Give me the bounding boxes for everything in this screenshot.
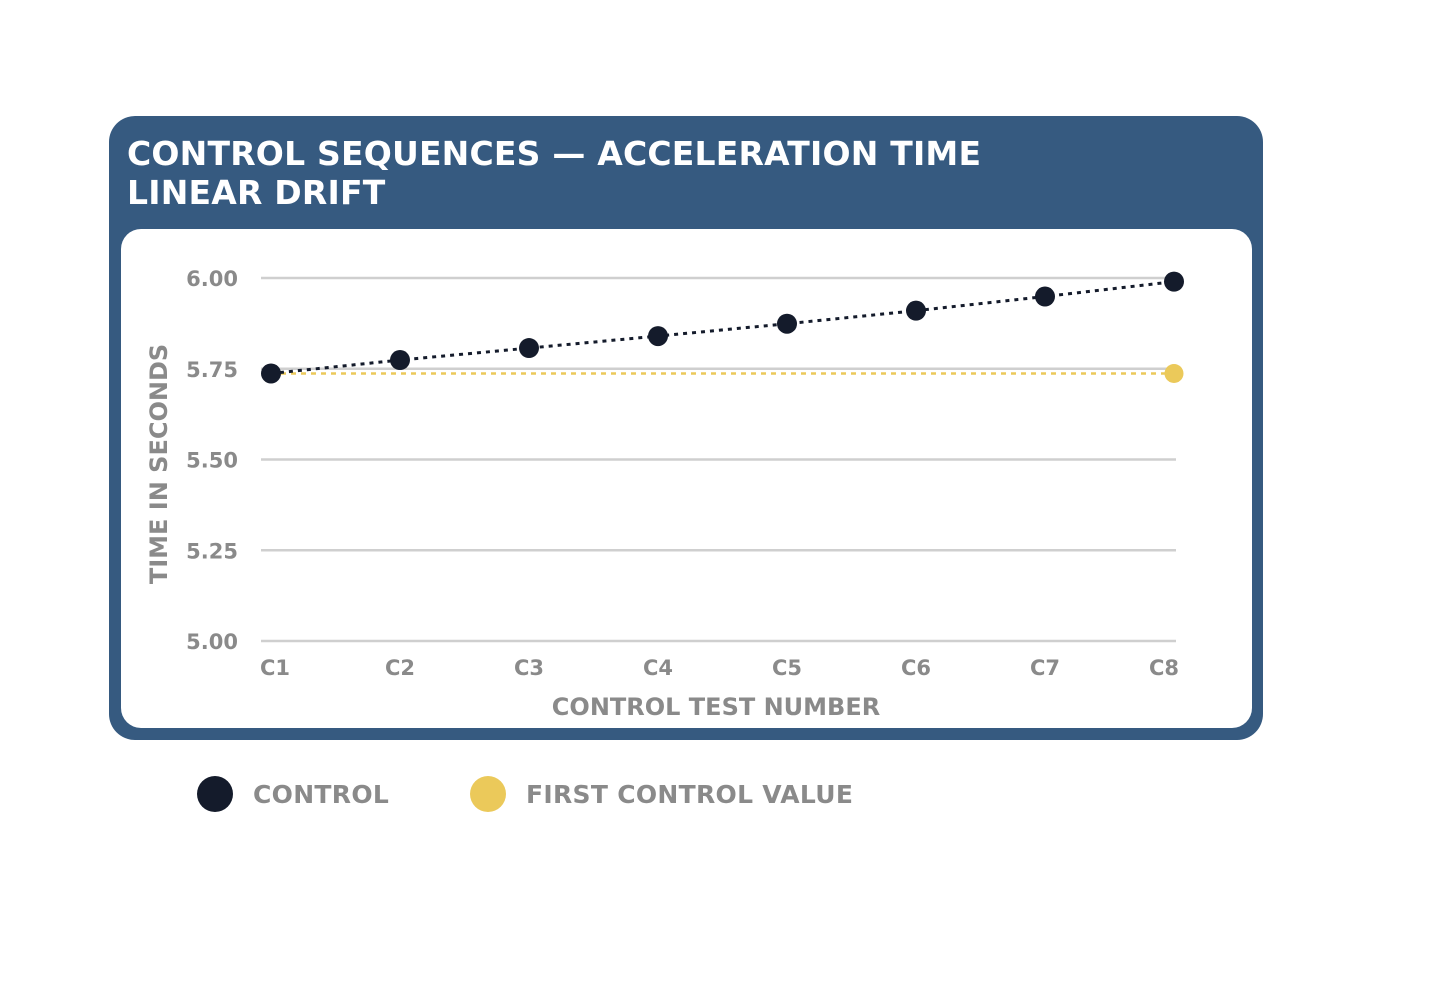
chart-title-line-2: LINEAR DRIFT	[127, 173, 386, 212]
control-point-c6	[906, 300, 926, 321]
control-point-c7	[1035, 286, 1055, 307]
x-tick-label: C6	[901, 656, 931, 680]
x-tick-label: C4	[643, 656, 673, 680]
legend-label-first-control-value: FIRST CONTROL VALUE	[526, 779, 854, 809]
x-tick-label: C5	[772, 656, 802, 680]
plot-panel: 6.00 5.75 5.50 5.25 5.00 C1 C2 C3 C4 C5 C6 C7 C8 CONT…	[121, 229, 1252, 728]
x-tick-label: C8	[1149, 656, 1179, 680]
control-point-c8	[1164, 271, 1184, 292]
chart-title: CONTROL SEQUENCES — ACCELERATION TIME LI…	[127, 134, 1127, 212]
y-axis-label: TIME IN SECONDS	[145, 344, 173, 584]
x-tick-label: C2	[385, 656, 415, 680]
legend-item-control: CONTROL	[197, 776, 389, 812]
x-tick-label: C7	[1030, 656, 1060, 680]
first-control-value-point	[1164, 363, 1184, 383]
x-tick-label: C3	[514, 656, 544, 680]
x-tick-label: C1	[260, 656, 290, 680]
legend-label-control: CONTROL	[253, 779, 390, 809]
control-point-c3	[519, 338, 539, 359]
control-point-c5	[777, 313, 797, 334]
y-tick-label: 6.00	[186, 267, 238, 291]
line-chart: 6.00 5.75 5.50 5.25 5.00 C1 C2 C3 C4 C5 C6 C7 C8 CONT…	[145, 267, 1184, 721]
y-tick-label: 5.00	[186, 630, 238, 654]
chart-card: CONTROL SEQUENCES — ACCELERATION TIME LI…	[109, 116, 1263, 740]
chart-title-line-1: CONTROL SEQUENCES — ACCELERATION TIME	[127, 134, 982, 173]
y-tick-label: 5.25	[186, 539, 238, 563]
control-point-c2	[390, 350, 410, 371]
x-axis-label: CONTROL TEST NUMBER	[552, 693, 880, 721]
control-point-c4	[648, 326, 668, 347]
legend-item-first-control-value: FIRST CONTROL VALUE	[470, 776, 853, 812]
y-tick-label: 5.50	[186, 449, 238, 473]
legend-swatch-first-control-value	[470, 776, 506, 812]
legend-swatch-control	[197, 776, 233, 812]
y-tick-label: 5.75	[186, 358, 238, 382]
control-series-line	[270, 280, 1175, 375]
control-point-c1	[261, 363, 281, 384]
